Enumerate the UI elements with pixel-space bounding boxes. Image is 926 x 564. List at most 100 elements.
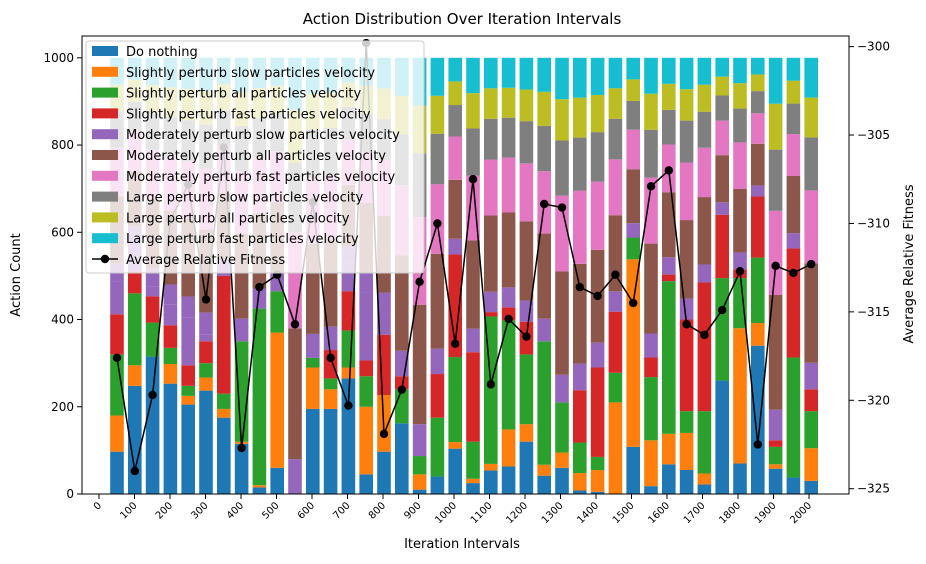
bar-segment <box>288 459 302 494</box>
bar-segment <box>484 215 498 292</box>
legend-label: Slightly perturb slow particles velocity <box>126 66 375 81</box>
bar-segment <box>590 491 605 494</box>
bar-segment <box>590 342 605 368</box>
y-tick-label: 400 <box>51 313 74 327</box>
chart-title: Action Distribution Over Iteration Inter… <box>303 10 622 28</box>
fitness-point <box>379 429 389 439</box>
x-tick-label: 400 <box>225 500 246 521</box>
bar-segment <box>679 319 694 412</box>
bar-segment <box>252 308 267 486</box>
bar-segment <box>395 423 409 494</box>
bar-segment <box>537 464 551 476</box>
bar-segment <box>430 57 445 96</box>
bar-segment <box>466 441 480 479</box>
bar-segment <box>537 125 551 172</box>
bar-segment <box>501 87 516 118</box>
bar-segment <box>306 367 320 409</box>
bar-segment <box>199 334 213 342</box>
bar-segment <box>626 446 640 494</box>
bar-segment <box>662 464 676 494</box>
bar-segment <box>519 221 534 301</box>
legend-swatch <box>92 108 118 119</box>
x-tick-label: 600 <box>296 500 317 521</box>
bar-segment <box>697 282 712 412</box>
legend-swatch <box>92 66 118 77</box>
bar-segment <box>323 378 338 390</box>
bar-segment <box>573 363 587 391</box>
bar-segment <box>555 452 569 468</box>
bar-segment <box>804 480 818 494</box>
bar-segment <box>519 441 534 494</box>
fitness-point <box>522 332 531 341</box>
bar-segment <box>697 264 712 283</box>
bar-segment <box>555 402 569 453</box>
bar-segment <box>679 470 694 494</box>
bar-segment <box>466 128 480 176</box>
bar-segment <box>751 143 765 186</box>
x-tick-label: 700 <box>331 500 352 521</box>
bar-segment <box>573 97 587 138</box>
fitness-point <box>593 291 602 301</box>
bar-segment <box>573 442 587 474</box>
fitness-point <box>789 268 798 278</box>
bar-segment <box>751 57 765 75</box>
bar-segment <box>608 402 623 494</box>
fitness-point <box>255 282 264 292</box>
bar-segment <box>626 79 640 101</box>
bar-segment <box>128 385 142 494</box>
legend-swatch <box>92 212 118 223</box>
bar-segment <box>501 157 516 213</box>
fitness-point <box>557 203 567 212</box>
bar-segment <box>430 95 445 134</box>
bar-segment <box>590 456 605 471</box>
bar-segment <box>519 163 534 222</box>
bar-segment <box>804 190 818 264</box>
bar-segment <box>644 93 658 130</box>
x-tick-label: 1200 <box>504 500 530 526</box>
bar-segment <box>430 348 445 375</box>
bar-segment <box>199 341 213 364</box>
y2-tick-label: −305 <box>857 128 890 142</box>
bar-segment <box>573 190 587 264</box>
legend-swatch <box>92 129 118 140</box>
bar-segment <box>501 320 516 430</box>
bar-segment <box>768 149 783 211</box>
bar-segment <box>768 409 783 441</box>
bar-segment <box>733 83 747 109</box>
bar-segment <box>359 360 373 377</box>
bar-segment <box>323 326 338 351</box>
bar-segment <box>608 88 623 119</box>
bar-segment <box>626 169 640 224</box>
bar-segment <box>662 109 676 145</box>
bar-segment <box>412 456 427 475</box>
bar-segment <box>715 155 729 203</box>
bar-segment <box>804 97 818 138</box>
bar-segment <box>608 291 623 312</box>
bar-segment <box>555 374 569 403</box>
bar-segment <box>751 74 765 92</box>
bar-segment <box>555 195 569 272</box>
bar-segment <box>412 424 427 457</box>
bar-segment <box>466 483 480 494</box>
bar-segment <box>448 136 462 180</box>
bar-segment <box>519 57 534 90</box>
bar-segment <box>662 274 676 282</box>
bar-segment <box>430 476 445 494</box>
bar-segment <box>377 292 391 313</box>
legend-swatch <box>92 233 118 244</box>
bar-segment <box>217 408 231 418</box>
bar-segment <box>199 377 213 391</box>
bar-segment <box>466 352 480 442</box>
bar-segment <box>252 485 267 488</box>
bar-segment <box>626 129 640 170</box>
bar-segment <box>448 57 462 82</box>
bar-segment <box>555 140 569 196</box>
bar-segment <box>644 486 658 494</box>
x-tick-label: 1800 <box>717 500 743 526</box>
bar-segment <box>626 100 640 130</box>
bar-segment <box>662 83 676 110</box>
fitness-point <box>486 380 495 389</box>
bar-segment <box>252 288 267 309</box>
bar-segment <box>306 408 320 494</box>
bar-segment <box>519 89 534 122</box>
